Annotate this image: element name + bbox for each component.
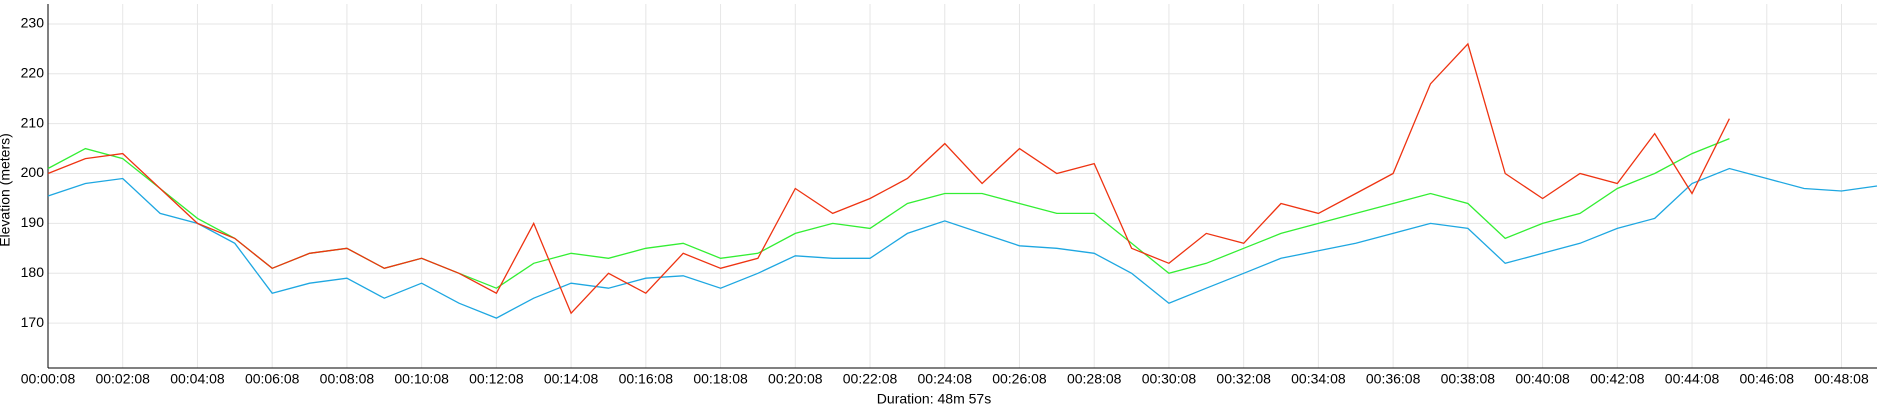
y-tick-label: 170 bbox=[21, 314, 45, 330]
y-tick-label: 190 bbox=[21, 214, 45, 230]
x-tick-label: 00:12:08 bbox=[469, 371, 524, 387]
series-line bbox=[47, 137, 1730, 289]
x-tick-label: 00:00:08 bbox=[21, 371, 76, 387]
x-tick-label: 00:22:08 bbox=[843, 371, 898, 387]
x-tick-label: 00:48:08 bbox=[1814, 371, 1869, 387]
x-tick-label: 00:28:08 bbox=[1067, 371, 1122, 387]
x-tick-label: 00:26:08 bbox=[992, 371, 1047, 387]
x-tick-label: 00:30:08 bbox=[1142, 371, 1197, 387]
x-axis-label: Duration: 48m 57s bbox=[877, 391, 991, 407]
x-tick-label: 00:46:08 bbox=[1740, 371, 1795, 387]
y-tick-label: 180 bbox=[21, 264, 45, 280]
y-tick-label: 230 bbox=[21, 15, 45, 31]
series-line bbox=[47, 42, 1730, 315]
y-tick-label: 210 bbox=[21, 114, 45, 130]
x-tick-label: 00:24:08 bbox=[918, 371, 973, 387]
x-tick-label: 00:20:08 bbox=[768, 371, 823, 387]
x-tick-label: 00:06:08 bbox=[245, 371, 300, 387]
x-tick-label: 00:18:08 bbox=[693, 371, 748, 387]
x-tick-label: 00:16:08 bbox=[619, 371, 674, 387]
y-tick-label: 220 bbox=[21, 65, 45, 81]
series-line bbox=[47, 167, 1878, 319]
x-tick-label: 00:38:08 bbox=[1441, 371, 1496, 387]
y-axis-label: Elevation (meters) bbox=[0, 133, 13, 247]
x-tick-label: 00:14:08 bbox=[544, 371, 599, 387]
y-tick-label: 200 bbox=[21, 164, 45, 180]
x-tick-label: 00:04:08 bbox=[170, 371, 225, 387]
x-tick-label: 00:36:08 bbox=[1366, 371, 1421, 387]
x-tick-label: 00:10:08 bbox=[394, 371, 449, 387]
x-tick-label: 00:08:08 bbox=[320, 371, 375, 387]
x-tick-label: 00:02:08 bbox=[95, 371, 150, 387]
x-tick-label: 00:32:08 bbox=[1216, 371, 1271, 387]
x-tick-label: 00:34:08 bbox=[1291, 371, 1346, 387]
x-tick-label: 00:42:08 bbox=[1590, 371, 1645, 387]
x-tick-label: 00:40:08 bbox=[1515, 371, 1570, 387]
x-tick-label: 00:44:08 bbox=[1665, 371, 1720, 387]
